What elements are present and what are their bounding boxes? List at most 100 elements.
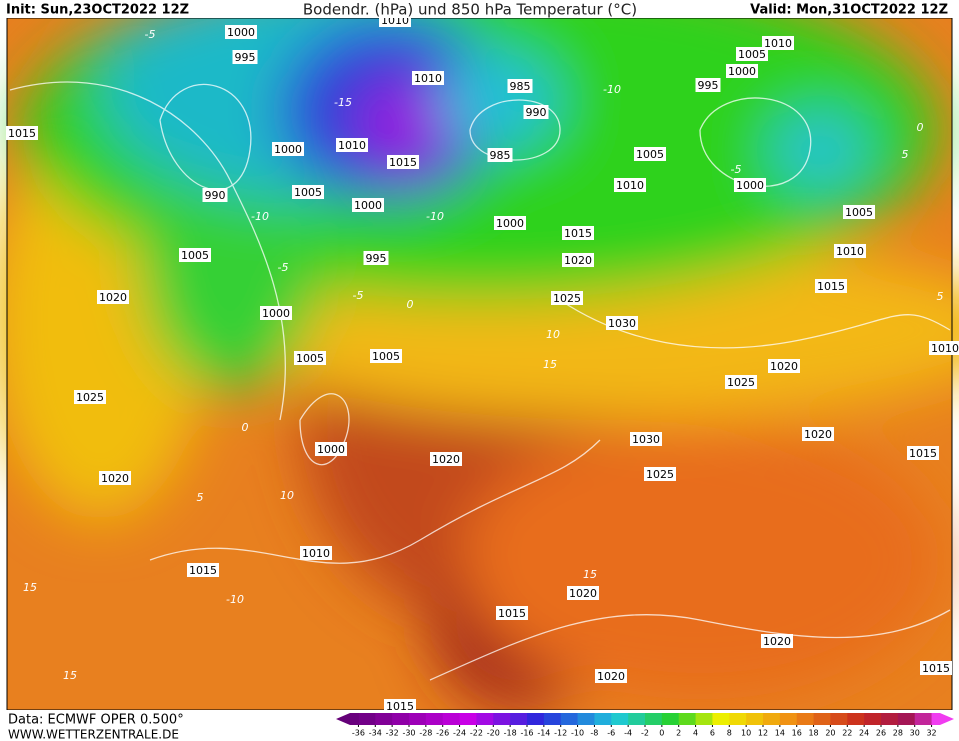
isobar-label-box xyxy=(97,290,129,304)
colorbar-tick-label: 18 xyxy=(808,729,818,738)
colorbar-tick-label: -16 xyxy=(520,729,533,738)
temperature-field xyxy=(0,0,959,711)
isobar-label: 1030 xyxy=(608,317,636,330)
colorbar-segment xyxy=(746,713,764,725)
colorbar-segment xyxy=(881,713,899,725)
colorbar-tick-label: -26 xyxy=(436,729,449,738)
isobar-label: 1025 xyxy=(553,292,581,305)
isobar-label: 1000 xyxy=(728,65,756,78)
colorbar-segment xyxy=(864,713,882,725)
isobar-label-box xyxy=(187,563,219,577)
temperature-label: 10 xyxy=(280,489,294,502)
colorbar-tick-label: 10 xyxy=(741,729,751,738)
colorbar-arrow xyxy=(336,713,350,725)
colorbar-tick-label: 16 xyxy=(792,729,802,738)
isobar-label-box xyxy=(487,148,513,162)
colorbar-tick-label: -20 xyxy=(487,729,500,738)
colorbar-segment xyxy=(897,713,916,725)
isobar-label: 1005 xyxy=(738,48,766,61)
isobar-label: 1010 xyxy=(764,37,792,50)
colorbar-tick-label: -14 xyxy=(537,729,550,738)
colorbar-segment xyxy=(678,713,697,725)
isobar-label: 1000 xyxy=(274,143,302,156)
isobar-label-box xyxy=(634,147,666,161)
colorbar-arrow xyxy=(940,713,954,725)
isobar-label: 995 xyxy=(366,252,387,265)
isobar-label: 1015 xyxy=(389,156,417,169)
colorbar-segment xyxy=(830,713,848,725)
isobar-label: 1005 xyxy=(636,148,664,161)
isobar-label-box xyxy=(595,669,627,683)
isobar-label: 985 xyxy=(510,80,531,93)
temperature-label: 10 xyxy=(546,328,560,341)
isobar-label-box xyxy=(387,155,419,169)
isobar-label-box xyxy=(929,341,959,355)
colorbar-segment xyxy=(712,713,730,725)
isobar-label-box xyxy=(562,253,594,267)
isobar-label-box xyxy=(834,244,866,258)
colorbar-tick-label: -6 xyxy=(607,729,615,738)
isobar-label: 1005 xyxy=(372,350,400,363)
isobar-label: 1000 xyxy=(736,179,764,192)
colorbar-segment xyxy=(577,713,595,725)
colorbar-tick-label: 28 xyxy=(893,729,903,738)
isobar-label: 1020 xyxy=(804,428,832,441)
isobar-label-box xyxy=(551,291,583,305)
isobar-label: 1000 xyxy=(262,307,290,320)
colorbar-segment xyxy=(796,713,815,725)
colorbar: -36 -34 -32 -30 -28 -26 -24 -22 -20 -18 -16 -14 -12-… xyxy=(336,713,954,738)
isobar-label-box xyxy=(336,138,368,152)
temperature-label: 15 xyxy=(63,669,77,682)
isobar-label-box xyxy=(363,251,389,265)
temperature-label: 5 xyxy=(902,148,909,161)
colorbar-tick-label: 22 xyxy=(842,729,852,738)
colorbar-segment xyxy=(409,713,427,725)
isobar-label-box xyxy=(496,606,528,620)
isobar-label: 1020 xyxy=(101,472,129,485)
colorbar-segment xyxy=(375,713,393,725)
temperature-label: 0 xyxy=(242,421,249,434)
isobar-label-box xyxy=(734,178,766,192)
isobar-label-box xyxy=(507,79,533,93)
isobar-label: 1005 xyxy=(181,249,209,262)
colorbar-tick-label: -28 xyxy=(419,729,432,738)
isobar-label: 1020 xyxy=(99,291,127,304)
isobar-label: 1015 xyxy=(564,227,592,240)
isobar-label-box xyxy=(430,452,462,466)
isobar-label: 1000 xyxy=(227,26,255,39)
isobar-label: 1000 xyxy=(354,199,382,212)
colorbar-segment xyxy=(425,713,444,725)
colorbar-tick-label: 24 xyxy=(859,729,869,738)
isobar-label-box xyxy=(815,279,847,293)
isobar-label-box xyxy=(907,446,939,460)
isobar-label: 1020 xyxy=(432,453,460,466)
isobar-label: 1015 xyxy=(922,662,950,675)
temperature-label: 5 xyxy=(937,290,944,303)
data-source: Data: ECMWF OPER 0.500° xyxy=(8,713,184,728)
colorbar-tick-label: 20 xyxy=(825,729,835,738)
isobar-label-box xyxy=(695,78,721,92)
colorbar-tick-label: -2 xyxy=(641,729,649,738)
temperature-label: -15 xyxy=(334,96,352,109)
colorbar-segment xyxy=(779,713,798,725)
colorbar-tick-label: 0 xyxy=(659,729,664,738)
isobar-label: 1020 xyxy=(569,587,597,600)
colorbar-tick-label: 2 xyxy=(676,729,681,738)
isobar-label: 1020 xyxy=(770,360,798,373)
isobar-label-box xyxy=(494,216,526,230)
isobar-label-box xyxy=(272,142,304,156)
colorbar-segment xyxy=(459,713,477,725)
colorbar-segment xyxy=(914,713,933,725)
isobar-label-box xyxy=(74,390,106,404)
isobar-label-box xyxy=(6,126,38,140)
isobar-label-box xyxy=(315,442,347,456)
colorbar-tick-label: -30 xyxy=(402,729,415,738)
isobar-label-box xyxy=(644,467,676,481)
isobar-label: 1015 xyxy=(8,127,36,140)
isobar-label-box xyxy=(523,105,549,119)
colorbar-tick-label: -10 xyxy=(571,729,584,738)
temperature-label: 0 xyxy=(407,298,414,311)
colorbar-tick-label: -18 xyxy=(504,729,517,738)
colorbar-segment xyxy=(813,713,831,725)
